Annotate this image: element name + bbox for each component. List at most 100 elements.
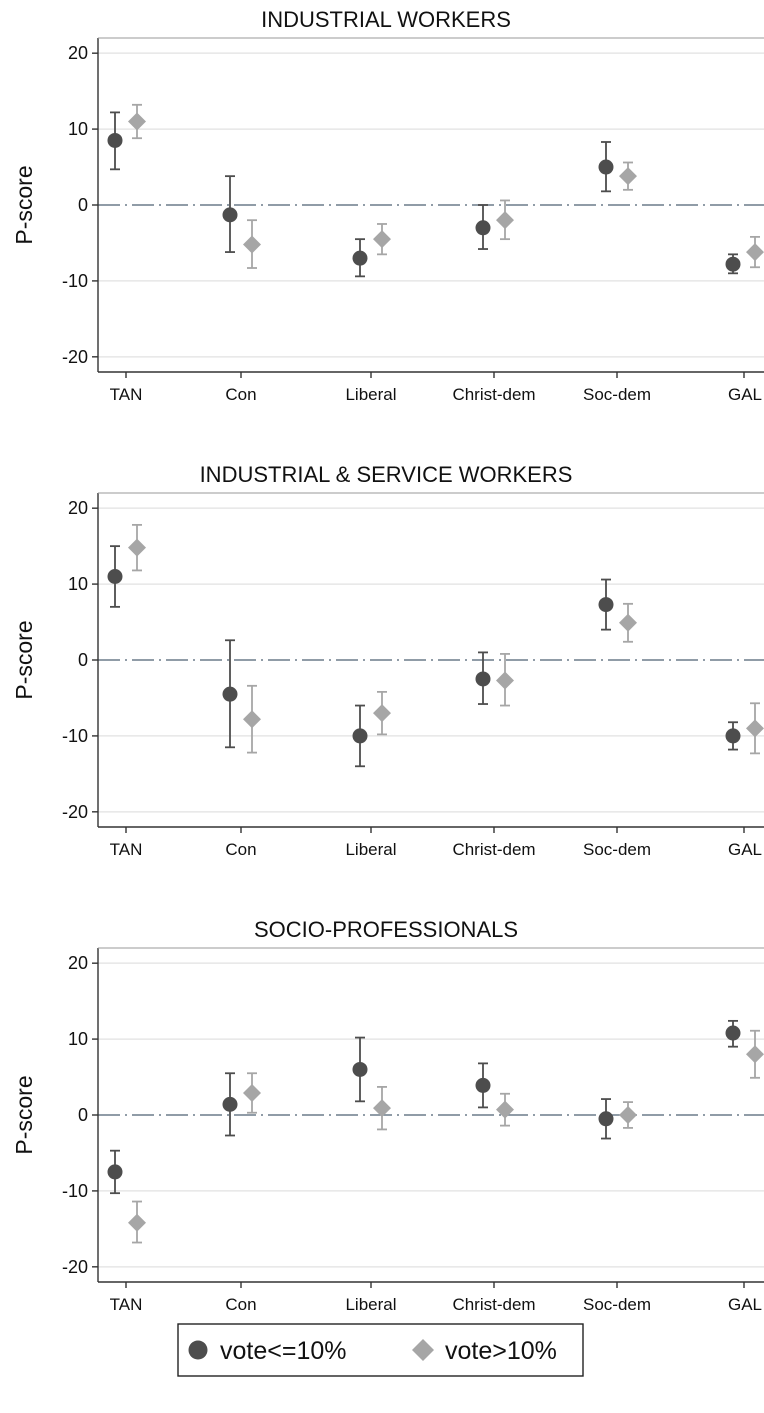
- marker-diamond: [496, 671, 514, 690]
- marker-diamond: [373, 704, 391, 723]
- data-point-low-vote: [725, 721, 741, 751]
- marker-diamond: [496, 1100, 514, 1119]
- marker-circle: [352, 728, 368, 744]
- marker-diamond: [746, 719, 764, 738]
- x-tick-label: Con: [225, 1295, 256, 1314]
- x-tick-label: Liberal: [345, 1295, 396, 1314]
- data-point-high-vote: [128, 523, 146, 572]
- data-point-low-vote: [475, 651, 491, 705]
- y-tick-label: 0: [78, 195, 88, 215]
- marker-diamond: [746, 1045, 764, 1064]
- y-tick-label: -10: [62, 271, 88, 291]
- x-tick-label: Liberal: [345, 385, 396, 404]
- data-point-high-vote: [128, 103, 146, 140]
- marker-diamond: [243, 1083, 261, 1102]
- marker-circle: [475, 220, 491, 236]
- marker-diamond: [619, 613, 637, 632]
- data-point-low-vote: [725, 1019, 741, 1048]
- marker-circle: [475, 1077, 491, 1093]
- x-tick-label: Soc-dem: [583, 385, 651, 404]
- marker-circle: [107, 569, 123, 584]
- data-point-low-vote: [222, 639, 238, 749]
- marker-diamond: [373, 230, 391, 249]
- y-tick-label: 10: [68, 574, 88, 594]
- data-point-high-vote: [243, 684, 261, 754]
- marker-circle: [725, 256, 741, 272]
- data-point-high-vote: [496, 199, 514, 241]
- data-point-low-vote: [352, 238, 368, 278]
- data-point-low-vote: [725, 253, 741, 275]
- data-point-high-vote: [496, 653, 514, 707]
- data-point-high-vote: [373, 1086, 391, 1131]
- y-tick-label: 20: [68, 498, 88, 518]
- marker-diamond: [619, 1106, 637, 1124]
- data-point-high-vote: [619, 1101, 637, 1129]
- data-point-low-vote: [107, 1149, 123, 1195]
- legend-label: vote<=10%: [220, 1337, 347, 1365]
- x-tick-label: TAN: [110, 840, 143, 859]
- data-point-high-vote: [243, 1072, 261, 1114]
- data-point-low-vote: [107, 111, 123, 171]
- data-point-low-vote: [598, 1098, 614, 1140]
- y-tick-label: -10: [62, 726, 88, 746]
- x-tick-label: Soc-dem: [583, 840, 651, 859]
- marker-circle: [598, 597, 614, 613]
- legend-label: vote>10%: [445, 1337, 557, 1365]
- panel-title: INDUSTRIAL & SERVICE WORKERS: [200, 462, 573, 487]
- y-axis-label: P-score: [11, 165, 37, 244]
- y-tick-label: 10: [68, 1029, 88, 1049]
- x-tick-label: GAL: [728, 1295, 762, 1314]
- marker-circle: [222, 1096, 238, 1112]
- marker-circle: [598, 159, 614, 175]
- y-tick-label: -20: [62, 347, 88, 367]
- marker-circle: [107, 1164, 123, 1180]
- marker-circle: [222, 686, 238, 702]
- y-tick-label: -20: [62, 802, 88, 822]
- data-point-low-vote: [222, 1072, 238, 1137]
- marker-circle: [107, 132, 123, 148]
- x-tick-label: Christ-dem: [452, 1295, 535, 1314]
- x-tick-label: GAL: [728, 385, 762, 404]
- data-point-high-vote: [243, 219, 261, 269]
- panel-1: INDUSTRIAL WORKERS P-score 20 10 0 -10 -20 TAN C…: [11, 7, 764, 404]
- x-tick-label: TAN: [110, 385, 143, 404]
- y-axis-label: P-score: [11, 1075, 37, 1154]
- marker-circle: [475, 671, 491, 687]
- data-point-high-vote: [746, 235, 764, 269]
- data-point-low-vote: [222, 175, 238, 253]
- y-axis-label: P-score: [11, 620, 37, 699]
- y-tick-label: -20: [62, 1257, 88, 1277]
- marker-diamond: [243, 710, 261, 729]
- legend-marker-circle: [188, 1340, 208, 1360]
- marker-diamond: [619, 167, 637, 186]
- marker-diamond: [128, 1213, 146, 1232]
- data-point-low-vote: [107, 545, 123, 608]
- x-tick-label: Soc-dem: [583, 1295, 651, 1314]
- panel-title: INDUSTRIAL WORKERS: [261, 7, 511, 32]
- marker-diamond: [128, 538, 146, 557]
- x-tick-label: Liberal: [345, 840, 396, 859]
- data-point-low-vote: [352, 1036, 368, 1103]
- marker-circle: [725, 1025, 741, 1041]
- marker-circle: [352, 1061, 368, 1077]
- data-point-high-vote: [373, 690, 391, 736]
- marker-circle: [352, 250, 368, 266]
- data-point-high-vote: [746, 702, 764, 755]
- x-tick-label: Christ-dem: [452, 385, 535, 404]
- data-point-low-vote: [475, 1062, 491, 1109]
- data-point-high-vote: [496, 1092, 514, 1127]
- legend: vote<=10% vote>10%: [177, 1323, 584, 1377]
- x-tick-label: Con: [225, 385, 256, 404]
- data-point-high-vote: [746, 1029, 764, 1079]
- marker-diamond: [128, 112, 146, 131]
- x-tick-label: TAN: [110, 1295, 143, 1314]
- data-point-high-vote: [128, 1200, 146, 1244]
- marker-diamond: [243, 235, 261, 254]
- panel-2: INDUSTRIAL & SERVICE WORKERS P-score 20 10 0…: [11, 462, 764, 859]
- marker-circle: [725, 728, 741, 744]
- marker-diamond: [496, 211, 514, 230]
- y-tick-label: 10: [68, 119, 88, 139]
- marker-circle: [222, 207, 238, 223]
